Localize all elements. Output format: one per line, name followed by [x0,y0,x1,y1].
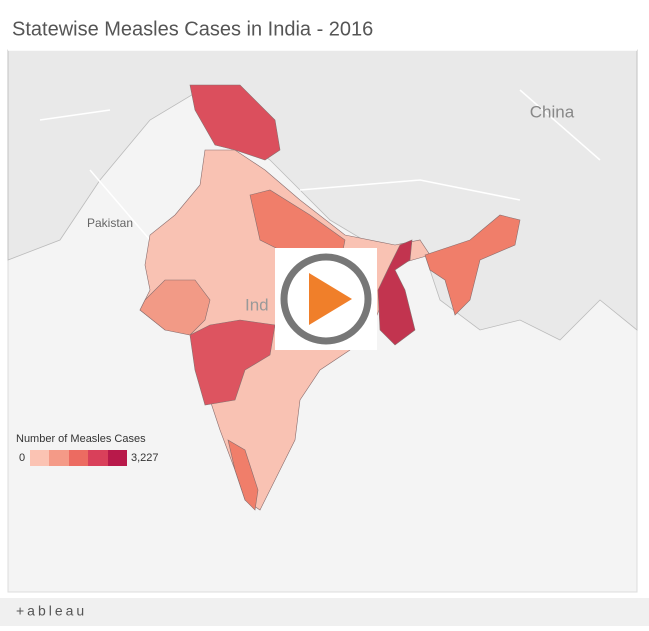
country-label: Ind [245,295,269,314]
brand-logo[interactable]: +ableau [16,603,87,619]
map: China Pakistan Ind [7,49,638,593]
legend-title: Number of Measles Cases [16,433,146,445]
state [189,319,276,406]
state [139,279,211,336]
legend-swatch [49,450,69,466]
footer-bar [0,598,649,626]
borders [8,49,637,241]
state [377,239,416,346]
play-button[interactable] [275,248,377,350]
state [227,439,259,511]
legend-swatch [88,450,108,466]
legend: Number of Measles Cases 0 3,227 [16,433,159,466]
title: Statewise Measles Cases in India - 2016 [12,18,373,40]
legend-swatch [69,450,88,466]
land [7,49,638,341]
country-label: Pakistan [87,216,133,230]
legend-swatch [108,450,127,466]
state [189,84,281,161]
legend-min: 0 [19,452,25,464]
play-icon [309,273,352,325]
legend-swatch [30,450,49,466]
legend-max: 3,227 [131,452,159,464]
country-label: China [530,102,575,121]
state [424,214,521,316]
